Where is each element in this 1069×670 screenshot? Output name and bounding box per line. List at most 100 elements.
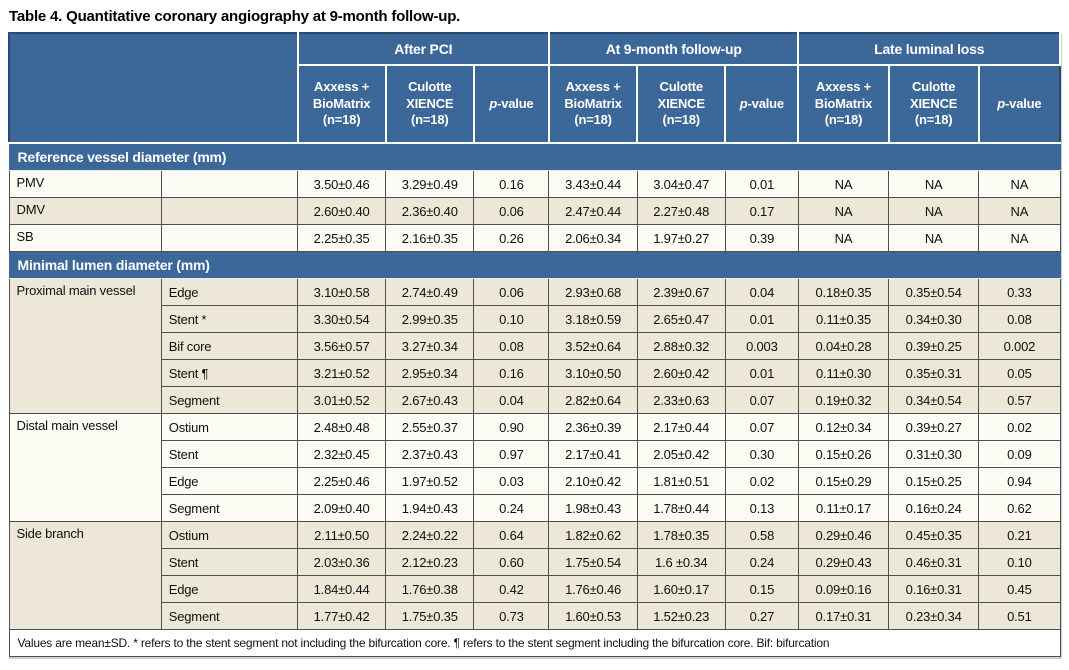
value-cell: 1.98±0.43	[548, 494, 638, 522]
value-cell: 0.46±0.31	[888, 548, 980, 576]
value-cell: 0.15±0.26	[797, 440, 890, 468]
value-cell: 2.48±0.48	[297, 413, 387, 441]
row-sublabel: Stent *	[160, 305, 299, 333]
value-cell: 0.15±0.25	[888, 467, 980, 495]
table-row: DMV 2.60±0.40 2.36±0.40 0.06 2.47±0.44 2.27±0…	[8, 197, 1061, 225]
value-cell: 2.55±0.37	[385, 413, 475, 441]
value-cell: 0.29±0.43	[797, 548, 890, 576]
value-cell: 2.93±0.68	[548, 278, 638, 306]
value-cell: 0.002	[978, 332, 1061, 360]
value-cell: 2.03±0.36	[297, 548, 387, 576]
value-cell: 2.11±0.50	[297, 521, 387, 549]
value-cell: 0.58	[724, 521, 799, 549]
value-cell: 2.05±0.42	[636, 440, 726, 468]
section-header: Reference vessel diameter (mm)	[8, 142, 1061, 171]
value-cell: 0.33	[978, 278, 1061, 306]
value-cell: 0.35±0.31	[888, 359, 980, 387]
col-header-culotte-late: Culotte XIENCE (n=18)	[887, 64, 980, 144]
value-cell: NA	[797, 197, 890, 225]
value-cell: 0.94	[978, 467, 1061, 495]
value-cell: 0.34±0.54	[888, 386, 980, 414]
value-cell: 0.01	[724, 305, 799, 333]
table-header: After PCI At 9-month follow-up Late lumi…	[8, 32, 1062, 144]
p-suffix: -value	[1005, 95, 1042, 111]
value-cell: 0.15	[724, 575, 799, 603]
value-cell: 0.04±0.28	[797, 332, 890, 360]
value-cell: 0.31±0.30	[888, 440, 980, 468]
value-cell: 3.52±0.64	[548, 332, 638, 360]
p-italic: p	[489, 95, 498, 111]
footnote-text: Values are mean±SD. * refers to the sten…	[8, 629, 1061, 657]
table-row: Bif core 3.56±0.57 3.27±0.34 0.08 3.52±0.64 2…	[9, 332, 1061, 360]
value-cell: 0.16±0.24	[888, 494, 980, 522]
table-row: Stent 2.03±0.36 2.12±0.23 0.60 1.75±0.54 1.6 …	[9, 548, 1061, 576]
col-header-pvalue-followup: p-value	[724, 64, 800, 144]
value-cell: 0.39±0.27	[888, 413, 980, 441]
value-cell: 0.09±0.16	[797, 575, 890, 603]
value-cell: 1.76±0.38	[385, 575, 475, 603]
row-sublabel: Bif core	[160, 332, 299, 360]
value-cell: 0.39	[724, 224, 799, 252]
col-header-culotte-pci: Culotte XIENCE (n=18)	[384, 64, 475, 144]
value-cell: 2.60±0.40	[297, 197, 387, 225]
value-cell: 0.07	[724, 413, 799, 441]
col-header-axxess-late: Axxess + BioMatrix (n=18)	[797, 64, 890, 144]
value-cell: 0.08	[473, 332, 550, 360]
value-cell: 1.97±0.27	[636, 224, 726, 252]
p-italic: p	[739, 95, 748, 111]
row-sublabel: Stent ¶	[160, 359, 299, 387]
value-cell: 0.97	[473, 440, 550, 468]
value-cell: 0.07	[724, 386, 799, 414]
value-cell: 0.51	[978, 602, 1061, 630]
value-cell: 2.10±0.42	[548, 467, 638, 495]
value-cell: 0.35±0.54	[888, 278, 980, 306]
row-group-label: PMV	[8, 170, 162, 198]
table-row: Edge 1.84±0.44 1.76±0.38 0.42 1.76±0.46 1.60±…	[9, 575, 1061, 603]
value-cell: 2.47±0.44	[548, 197, 638, 225]
value-cell: 2.06±0.34	[548, 224, 638, 252]
value-cell: 0.10	[473, 305, 550, 333]
table-row: Stent ¶ 3.21±0.52 2.95±0.34 0.16 3.10±0.50 2.…	[9, 359, 1061, 387]
row-sublabel: Segment	[160, 386, 299, 414]
value-cell: 2.17±0.44	[636, 413, 726, 441]
value-cell: NA	[978, 224, 1061, 252]
value-cell: 1.76±0.46	[548, 575, 638, 603]
table-row: Proximal main vessel Edge 3.10±0.58 2.74±0.…	[8, 278, 1061, 414]
col-header-culotte-followup: Culotte XIENCE (n=18)	[636, 64, 727, 144]
p-italic: p	[997, 95, 1006, 111]
value-cell: 2.99±0.35	[385, 305, 475, 333]
value-cell: 3.10±0.58	[297, 278, 387, 306]
value-cell: 0.18±0.35	[797, 278, 890, 306]
group-header-late-loss: Late luminal loss	[797, 32, 1061, 66]
value-cell: 0.15±0.29	[797, 467, 890, 495]
table-footer: Values are mean±SD. * refers to the sten…	[8, 629, 1061, 657]
value-cell: 2.27±0.48	[636, 197, 726, 225]
row-sublabel: Ostium	[160, 521, 299, 549]
value-cell: 0.60	[473, 548, 550, 576]
value-cell: 2.32±0.45	[297, 440, 387, 468]
row-group-label: Proximal main vessel	[8, 278, 162, 414]
value-cell: 0.10	[978, 548, 1061, 576]
value-cell: 0.29±0.46	[797, 521, 890, 549]
section-header-row: Minimal lumen diameter (mm)	[8, 251, 1061, 279]
table-row: Distal main vessel Ostium 2.48±0.48 2.55±0.…	[8, 413, 1061, 522]
group-header-followup: At 9-month follow-up	[547, 32, 800, 66]
value-cell: 1.6 ±0.34	[636, 548, 726, 576]
row-sublabel: Stent	[160, 440, 299, 468]
value-cell: 2.74±0.49	[385, 278, 475, 306]
row-group-label: Distal main vessel	[8, 413, 162, 522]
value-cell: 2.25±0.46	[297, 467, 387, 495]
row-sublabel	[160, 197, 299, 225]
value-cell: 0.19±0.32	[797, 386, 890, 414]
value-cell: 3.30±0.54	[297, 305, 387, 333]
qca-table: After PCI At 9-month follow-up Late lumi…	[8, 32, 1062, 657]
value-cell: 0.13	[724, 494, 799, 522]
value-cell: 2.39±0.67	[636, 278, 726, 306]
value-cell: 0.01	[724, 170, 799, 198]
table-row: Edge 2.25±0.46 1.97±0.52 0.03 2.10±0.42 1.81±…	[9, 467, 1061, 495]
value-cell: 3.50±0.46	[297, 170, 387, 198]
value-cell: 2.67±0.43	[385, 386, 475, 414]
table-row: Segment 1.77±0.42 1.75±0.35 0.73 1.60±0.53 1.…	[9, 602, 1061, 630]
table-row: Side branch Ostium 2.11±0.50 2.24±0.22 0.64 1…	[8, 521, 1061, 630]
